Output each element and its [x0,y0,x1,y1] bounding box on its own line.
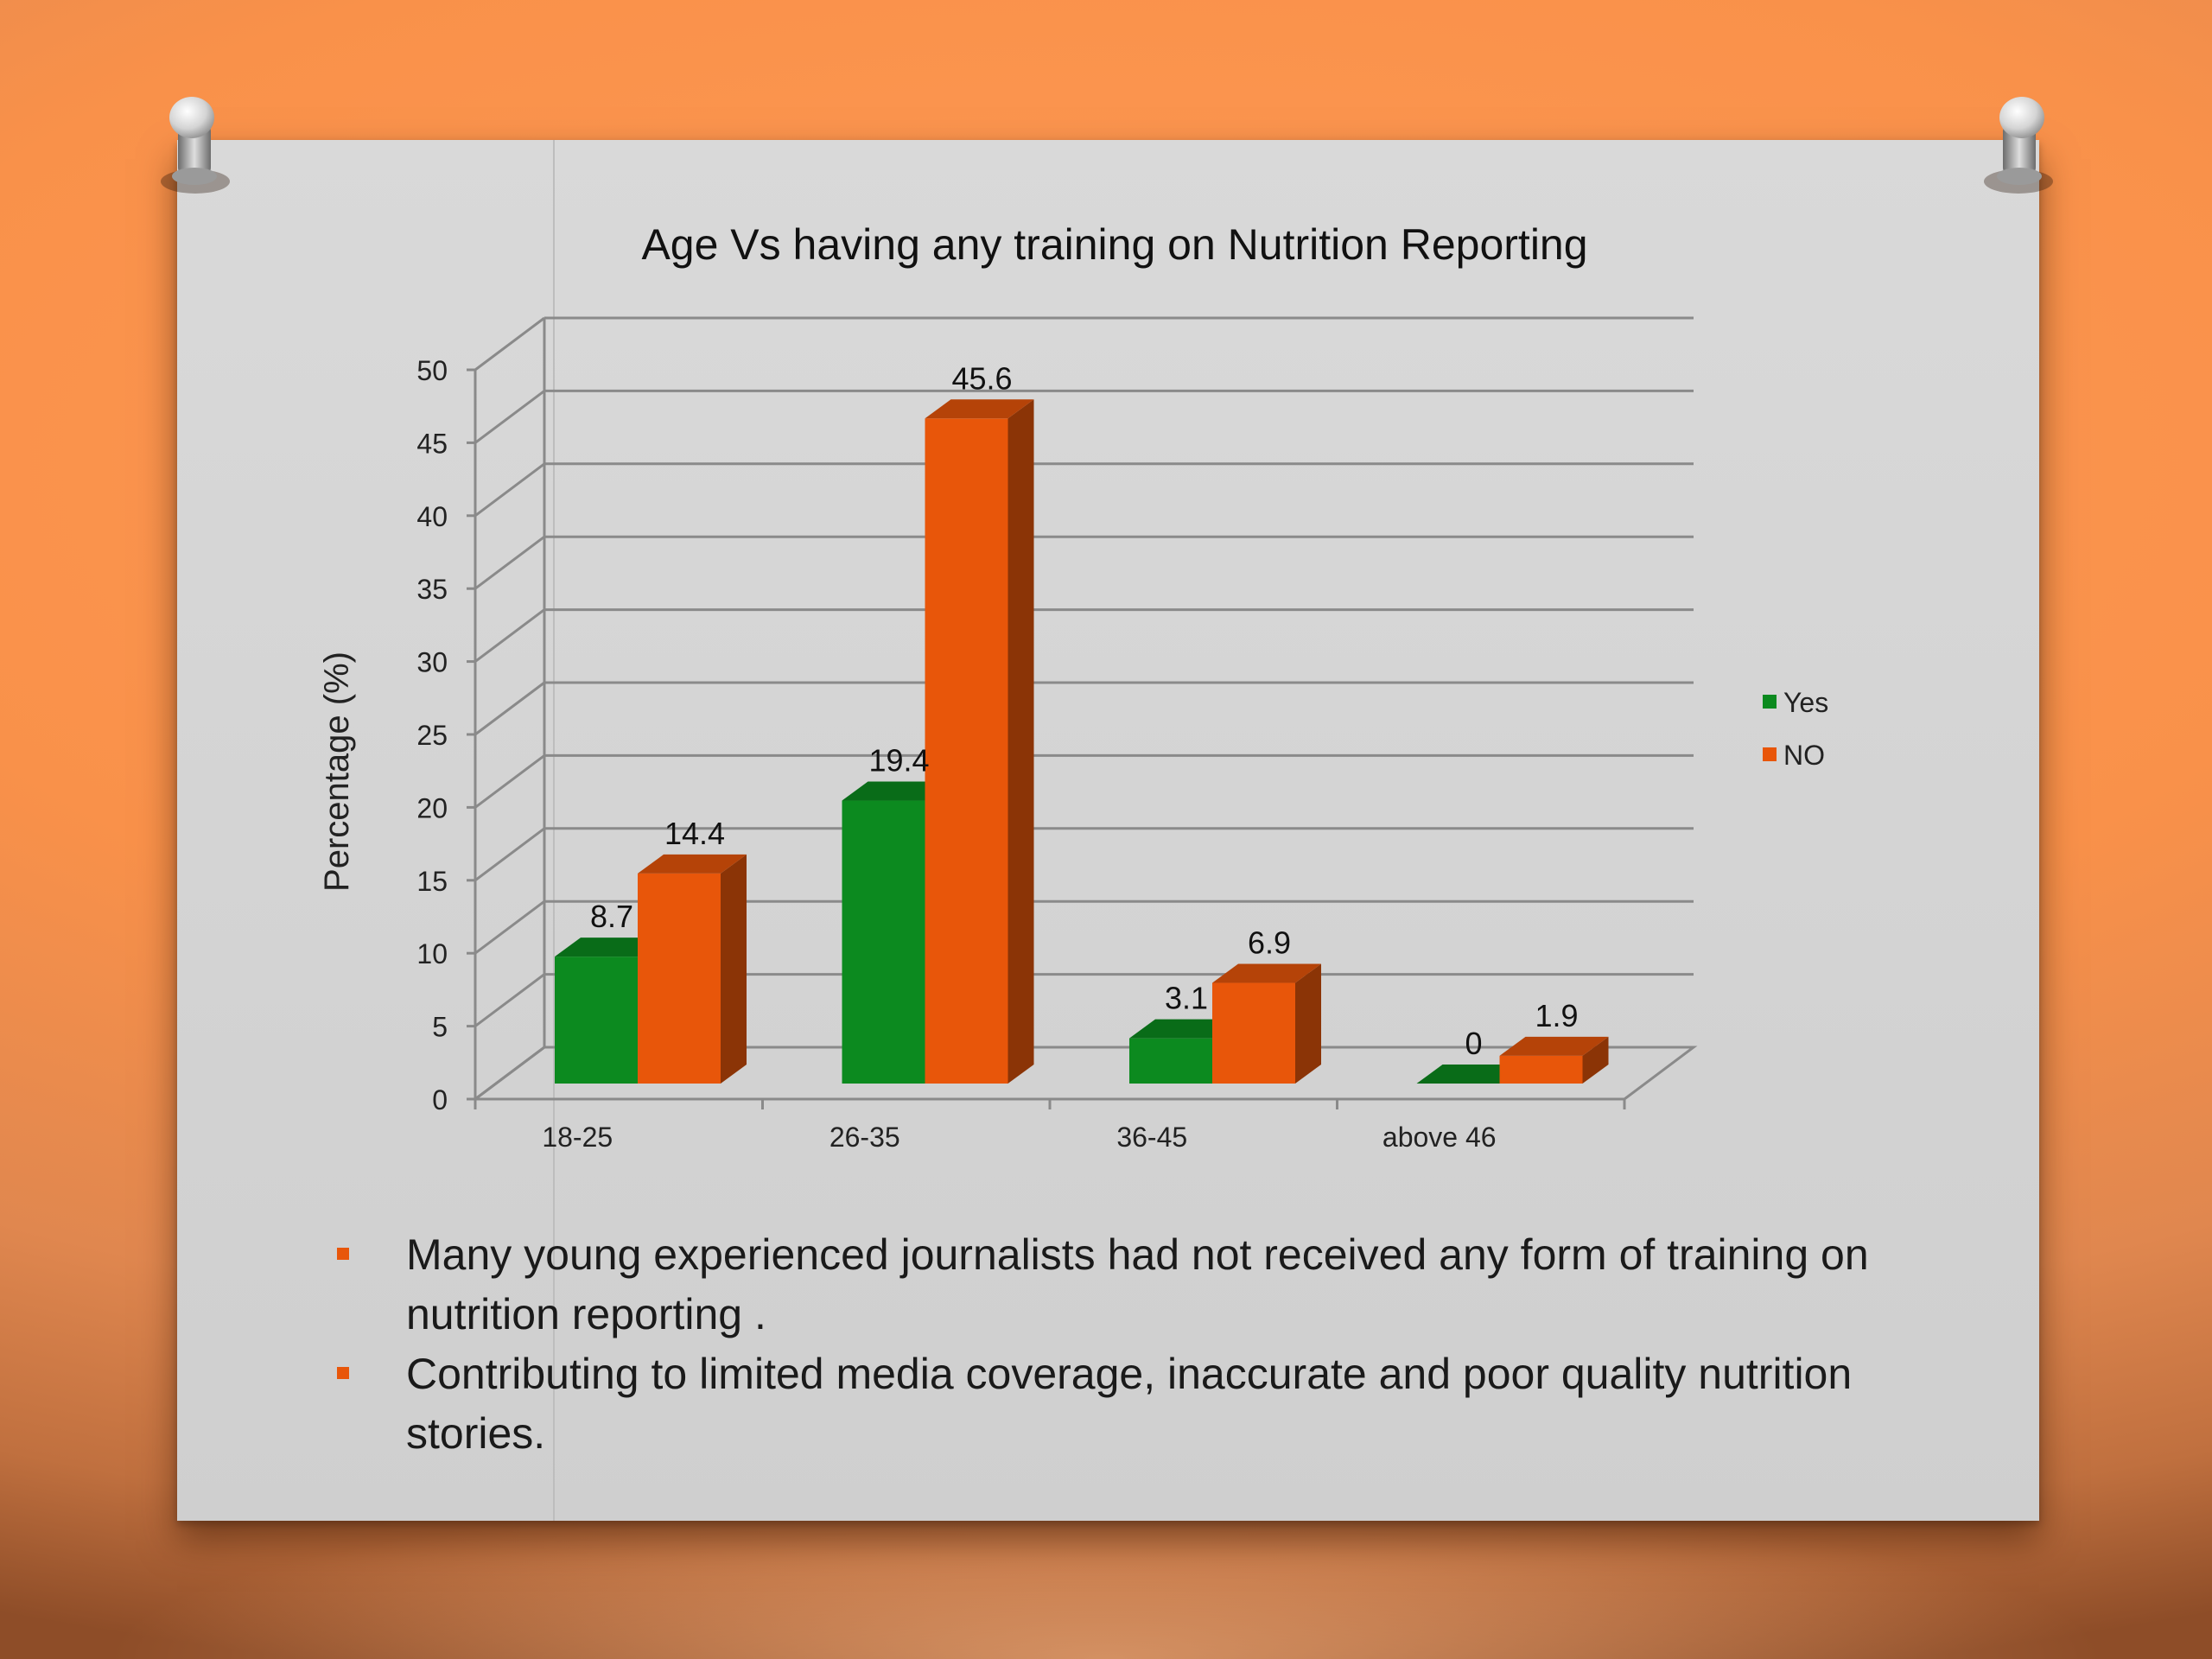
square-bullet-icon [337,1248,349,1260]
y-tick-label: 45 [416,428,448,459]
gridline-diagonal [474,973,545,1027]
bar-front [1212,982,1295,1084]
y-tick-label: 35 [416,574,448,605]
gridline-diagonal [474,536,545,590]
bullet-item: Contributing to limited media coverage, … [337,1344,1979,1464]
data-label: 14.4 [664,816,725,851]
bar-side [1582,1036,1609,1084]
bullet-item: Many young experienced journalists had n… [337,1225,1979,1344]
bar-no [638,854,747,1084]
gridline-diagonal [474,608,545,663]
gridline-diagonal [474,754,545,809]
pushpin-icon [1984,97,2053,194]
gridline-diagonal [474,899,545,955]
slide-panel [177,140,2039,1521]
y-tick-label: 25 [416,720,448,751]
data-label: 0 [1465,1026,1482,1061]
bar-side [721,854,747,1084]
bar-side [1007,399,1034,1084]
bar-top [1499,1036,1609,1056]
bullet-list: Many young experienced journalists had n… [337,1225,1979,1464]
bar-top [555,938,664,957]
bar-front [1129,1038,1212,1084]
legend-swatch-yes [1763,695,1777,709]
y-tick-label: 5 [432,1012,448,1043]
y-axis-label: Percentage (%) [318,652,356,892]
y-tick-label: 50 [416,355,448,386]
bar-front [925,418,1008,1084]
pushpin-icon [161,97,230,194]
slide-guide-line [553,140,555,1521]
data-label: 19.4 [868,743,929,779]
bar-yes [1416,1065,1526,1084]
bar-side [1295,963,1321,1084]
bar-no [1212,963,1321,1084]
legend-swatch-no [1763,747,1777,761]
x-tick-label: 18-25 [542,1122,613,1153]
y-tick-label: 15 [416,866,448,897]
legend-label: Yes [1783,687,1828,718]
square-bullet-icon [337,1367,349,1379]
data-label: 3.1 [1165,981,1208,1016]
data-label: 1.9 [1535,998,1578,1033]
data-label: 45.6 [951,360,1012,396]
bar-front [842,800,925,1084]
data-label: 6.9 [1248,925,1291,961]
legend-label: NO [1783,740,1825,771]
bar-top [1212,963,1321,983]
x-tick-label: 26-35 [830,1122,900,1153]
gridline-diagonal [474,681,545,736]
gridline-diagonal [474,316,545,372]
gridline-diagonal [474,1046,545,1101]
bar-front [1499,1055,1583,1084]
gridline-diagonal [474,390,545,444]
gridline-diagonal [474,827,545,881]
bar-top [842,781,951,801]
bar-front [638,873,721,1084]
y-tick-label: 30 [416,647,448,678]
bar-front [555,957,638,1084]
y-tick-label: 40 [416,501,448,532]
y-tick-label: 10 [416,938,448,969]
chart-title: Age Vs having any training on Nutrition … [641,220,1587,269]
y-tick-label: 0 [432,1084,448,1116]
bar-top [638,854,747,874]
gridline-diagonal [474,462,545,517]
x-tick-label: above 46 [1382,1122,1497,1153]
bar-top [1129,1019,1238,1039]
bullet-text: Many young experienced journalists had n… [406,1230,1869,1338]
y-tick-label: 20 [416,792,448,823]
bar-no [1499,1036,1609,1084]
data-label: 8.7 [590,899,633,934]
bullet-text: Contributing to limited media coverage, … [406,1350,1853,1458]
x-tick-label: 36-45 [1116,1122,1187,1153]
bar-top [1416,1065,1526,1084]
bar-top [925,399,1034,419]
bar-no [925,399,1034,1084]
